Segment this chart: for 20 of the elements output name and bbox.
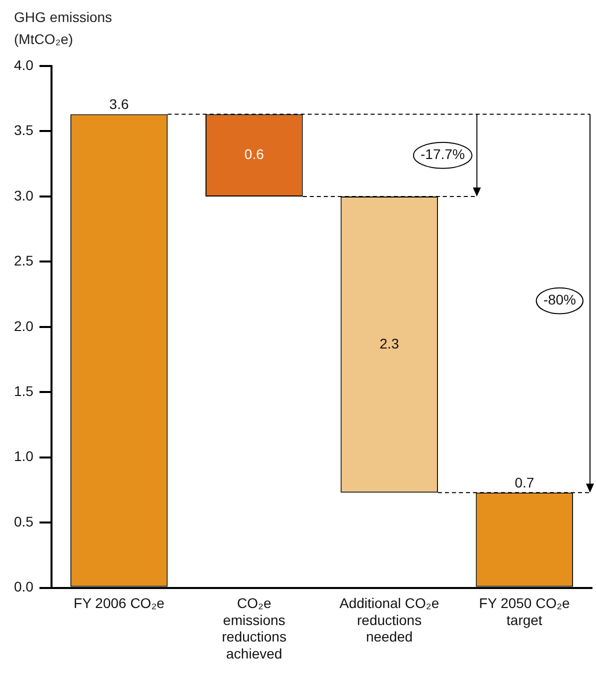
y-tick-label: 2.5 (14, 252, 34, 269)
x-tick-label: CO₂e emissions reductions achieved (222, 595, 286, 662)
y-tick-label: 0.0 (14, 578, 34, 595)
data-label: 0.6 (244, 146, 264, 162)
x-tick-label: FY 2050 CO₂e target (479, 595, 570, 628)
y-tick-label: 3.5 (14, 122, 34, 138)
y-tick-label: 1.0 (14, 448, 34, 464)
annotation: -80% (543, 292, 576, 308)
y-tick-label: 1.5 (14, 382, 34, 399)
annotation: -17.7% (420, 146, 465, 162)
y-tick-label: 4.0 (14, 56, 34, 73)
data-label: 3.6 (109, 96, 129, 112)
y-axis-title: GHG emissions (MtCO₂e) (14, 8, 114, 49)
x-tick-label: Additional CO₂e reductions needed (339, 595, 440, 645)
x-tick-label: FY 2006 CO₂e (74, 595, 165, 612)
data-label: 0.7 (514, 474, 534, 490)
data-label: 2.3 (380, 335, 400, 352)
y-tick-label: 3.0 (14, 187, 34, 204)
y-tick-label: 0.5 (14, 513, 34, 530)
y-tick-label: 2.0 (14, 318, 34, 334)
